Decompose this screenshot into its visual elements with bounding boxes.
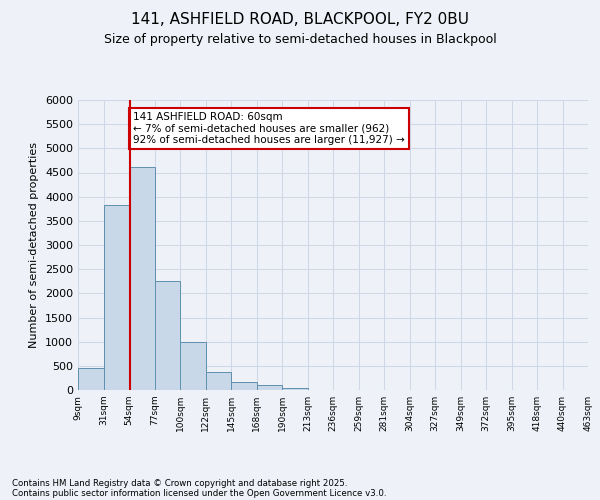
- Bar: [78, 368, 104, 390]
- Bar: [129, 166, 155, 390]
- Text: 141 ASHFIELD ROAD: 60sqm
← 7% of semi-detached houses are smaller (962)
92% of s: 141 ASHFIELD ROAD: 60sqm ← 7% of semi-de…: [133, 112, 405, 146]
- Bar: [104, 206, 129, 390]
- Bar: [155, 281, 180, 390]
- Bar: [282, 388, 308, 390]
- Text: 141, ASHFIELD ROAD, BLACKPOOL, FY2 0BU: 141, ASHFIELD ROAD, BLACKPOOL, FY2 0BU: [131, 12, 469, 28]
- Y-axis label: Number of semi-detached properties: Number of semi-detached properties: [29, 142, 40, 348]
- Bar: [231, 382, 257, 390]
- Text: Size of property relative to semi-detached houses in Blackpool: Size of property relative to semi-detach…: [104, 32, 496, 46]
- Text: Contains HM Land Registry data © Crown copyright and database right 2025.: Contains HM Land Registry data © Crown c…: [12, 478, 347, 488]
- Bar: [180, 342, 205, 390]
- Bar: [257, 384, 282, 390]
- Bar: [205, 372, 231, 390]
- Text: Contains public sector information licensed under the Open Government Licence v3: Contains public sector information licen…: [12, 488, 386, 498]
